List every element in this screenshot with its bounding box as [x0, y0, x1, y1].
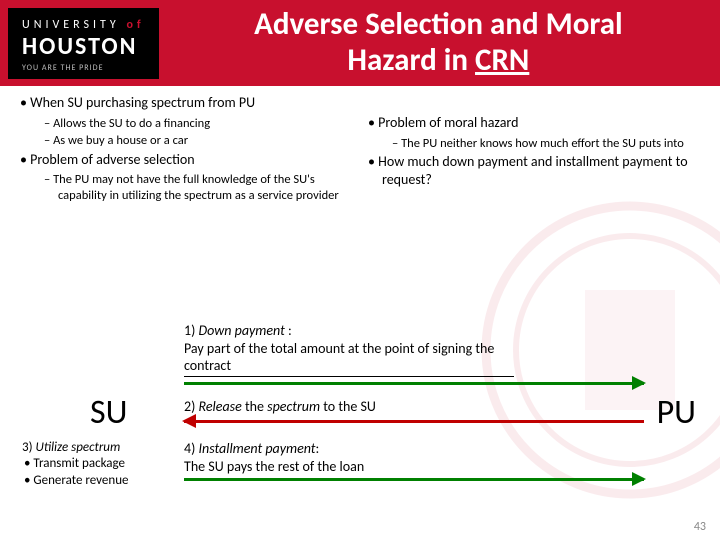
bullet-moral-hazard: Problem of moral hazard — [382, 114, 704, 132]
step3-transmit: Transmit package — [34, 456, 129, 472]
logo-tagline: YOU ARE THE PRIDE — [22, 63, 145, 73]
step4-installment: 4) Installment payment: The SU pays the … — [184, 440, 504, 475]
step2-release-spectrum: 2) Release the spectrum to the SU — [184, 398, 376, 416]
arrow-step1-icon — [184, 382, 644, 385]
step3-utilize-spectrum: 3) Utilize spectrum Transmit package Gen… — [22, 440, 129, 489]
title-bar: UNIVERSITY of HOUSTON YOU ARE THE PRIDE … — [0, 0, 720, 86]
body-columns: When SU purchasing spectrum from PU Allo… — [0, 86, 720, 206]
subbullet-house-car: As we buy a house or a car — [58, 133, 356, 149]
right-column: Problem of moral hazard The PU neither k… — [364, 94, 704, 206]
title-line2b: CRN — [475, 41, 529, 79]
step1-down-payment: 1) Down payment : Pay part of the total … — [184, 322, 514, 377]
transaction-diagram: 1) Down payment : Pay part of the total … — [0, 340, 720, 520]
subbullet-pu-effort: The PU neither knows how much effort the… — [406, 136, 704, 152]
step3-revenue: Generate revenue — [34, 473, 129, 489]
pu-node: PU — [657, 392, 696, 433]
arrow-step4-icon — [184, 478, 644, 481]
bullet-adverse-selection: Problem of adverse selection — [34, 151, 356, 169]
subbullet-pu-knowledge: The PU may not have the full knowledge o… — [58, 172, 356, 203]
logo-university: UNIVERSITY — [22, 18, 120, 32]
slide-title: Adverse Selection and Moral Hazard in CR… — [167, 7, 720, 78]
bullet-su-purchasing: When SU purchasing spectrum from PU — [34, 94, 356, 112]
bullet-payment-request: How much down payment and installment pa… — [382, 153, 704, 188]
su-node: SU — [90, 392, 127, 433]
logo-of: of — [126, 18, 144, 32]
arrow-step2-icon — [184, 420, 644, 423]
logo-houston: HOUSTON — [22, 32, 145, 61]
subbullet-financing: Allows the SU to do a financing — [58, 116, 356, 132]
title-line2a: Hazard in — [347, 41, 475, 79]
left-column: When SU purchasing spectrum from PU Allo… — [16, 94, 356, 206]
page-number: 43 — [694, 520, 706, 534]
uh-logo: UNIVERSITY of HOUSTON YOU ARE THE PRIDE — [8, 8, 159, 79]
title-line1: Adverse Selection and Moral — [254, 5, 623, 43]
